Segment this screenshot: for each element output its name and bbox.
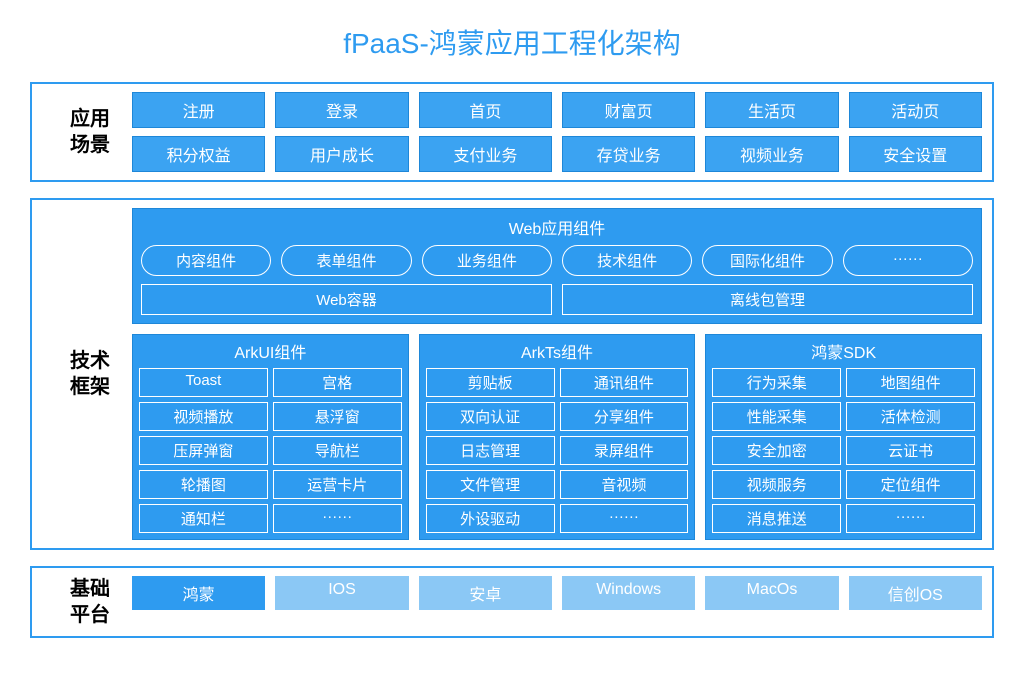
cell: 视频服务 (712, 470, 841, 499)
tech-column-grid: 行为采集地图组件性能采集活体检测安全加密云证书视频服务定位组件消息推送·····… (712, 368, 975, 533)
cell: 信创OS (849, 576, 982, 610)
section-tech-framework: 技术框架 Web应用组件 内容组件表单组件业务组件技术组件国际化组件 ······… (30, 198, 994, 550)
cell: ······ (560, 504, 689, 533)
cell: 轮播图 (139, 470, 268, 499)
cell: 分享组件 (560, 402, 689, 431)
tech-column: ArkUI组件 Toast宫格视频播放悬浮窗压屏弹窗导航栏轮播图运营卡片通知栏··… (132, 334, 409, 540)
cell: 技术组件 (562, 245, 692, 276)
section-label-tech: 技术框架 (32, 208, 132, 540)
cell: 注册 (132, 92, 265, 128)
cell: 登录 (275, 92, 408, 128)
cell: 通知栏 (139, 504, 268, 533)
cell: 安全加密 (712, 436, 841, 465)
cell: ······ (843, 245, 973, 276)
cell: 通讯组件 (560, 368, 689, 397)
cell: 音视频 (560, 470, 689, 499)
cell: 录屏组件 (560, 436, 689, 465)
cell: 行为采集 (712, 368, 841, 397)
cell: 导航栏 (273, 436, 402, 465)
cell: 活动页 (849, 92, 982, 128)
cell: 积分权益 (132, 136, 265, 172)
cell: 存贷业务 (562, 136, 695, 172)
diagram-title: fPaaS-鸿蒙应用工程化架构 (30, 22, 994, 62)
cell: 日志管理 (426, 436, 555, 465)
cell: 悬浮窗 (273, 402, 402, 431)
section-app-scenarios: 应用场景 注册登录首页财富页生活页活动页 积分权益用户成长支付业务存贷业务视频业… (30, 82, 994, 182)
section-label-app: 应用场景 (32, 92, 132, 172)
cell: 活体检测 (846, 402, 975, 431)
web-halves-row: Web容器离线包管理 (141, 284, 973, 315)
app-row-1: 注册登录首页财富页生活页活动页 (132, 92, 982, 128)
cell: 离线包管理 (562, 284, 973, 315)
cell: 性能采集 (712, 402, 841, 431)
tech-column-grid: Toast宫格视频播放悬浮窗压屏弹窗导航栏轮播图运营卡片通知栏······ (139, 368, 402, 533)
tech-column: ArkTs组件剪贴板通讯组件双向认证分享组件日志管理录屏组件文件管理音视频外设驱… (419, 334, 696, 540)
section-base-platform: 基础平台 鸿蒙 IOS 安卓 Windows MacOs 信创OS (30, 566, 994, 638)
cell: 业务组件 (422, 245, 552, 276)
tech-column-title: ArkUI组件 (139, 339, 402, 363)
web-app-components-box: Web应用组件 内容组件表单组件业务组件技术组件国际化组件 ······ Web容… (132, 208, 982, 324)
cell: 安卓 (419, 576, 552, 610)
app-row-2: 积分权益用户成长支付业务存贷业务视频业务安全设置 (132, 136, 982, 172)
cell: 国际化组件 (702, 245, 832, 276)
cell: 双向认证 (426, 402, 555, 431)
cell: 剪贴板 (426, 368, 555, 397)
cell: 文件管理 (426, 470, 555, 499)
cell: 用户成长 (275, 136, 408, 172)
cell: MacOs (705, 576, 838, 610)
cell: 鸿蒙 (132, 576, 265, 610)
cell: ······ (846, 504, 975, 533)
cell: 消息推送 (712, 504, 841, 533)
cell: 地图组件 (846, 368, 975, 397)
tech-column-title: 鸿蒙SDK (712, 339, 975, 363)
cell: ······ (273, 504, 402, 533)
cell: 定位组件 (846, 470, 975, 499)
cell: Web容器 (141, 284, 552, 315)
tech-column-title: ArkTs组件 (426, 339, 689, 363)
cell: 压屏弹窗 (139, 436, 268, 465)
cell: 支付业务 (419, 136, 552, 172)
tech-column-grid: 剪贴板通讯组件双向认证分享组件日志管理录屏组件文件管理音视频外设驱动······ (426, 368, 689, 533)
cell: 生活页 (705, 92, 838, 128)
cell: Toast (139, 368, 268, 397)
cell: Windows (562, 576, 695, 610)
cell: 云证书 (846, 436, 975, 465)
cell: 财富页 (562, 92, 695, 128)
cell: 外设驱动 (426, 504, 555, 533)
cell: 视频播放 (139, 402, 268, 431)
cell: 宫格 (273, 368, 402, 397)
web-box-title: Web应用组件 (141, 215, 973, 239)
section-label-base: 基础平台 (32, 576, 132, 628)
cell: IOS (275, 576, 408, 610)
web-pills-row: 内容组件表单组件业务组件技术组件国际化组件 ······ (141, 245, 973, 276)
cell: 安全设置 (849, 136, 982, 172)
tech-column: 鸿蒙SDK 行为采集地图组件性能采集活体检测安全加密云证书视频服务定位组件消息推送… (705, 334, 982, 540)
cell: 首页 (419, 92, 552, 128)
cell: 表单组件 (281, 245, 411, 276)
base-platform-row: 鸿蒙 IOS 安卓 Windows MacOs 信创OS (132, 576, 982, 610)
cell: 内容组件 (141, 245, 271, 276)
cell: 视频业务 (705, 136, 838, 172)
tech-columns-row: ArkUI组件Toast宫格视频播放悬浮窗压屏弹窗导航栏轮播图运营卡片通知栏··… (132, 334, 982, 540)
cell: 运营卡片 (273, 470, 402, 499)
